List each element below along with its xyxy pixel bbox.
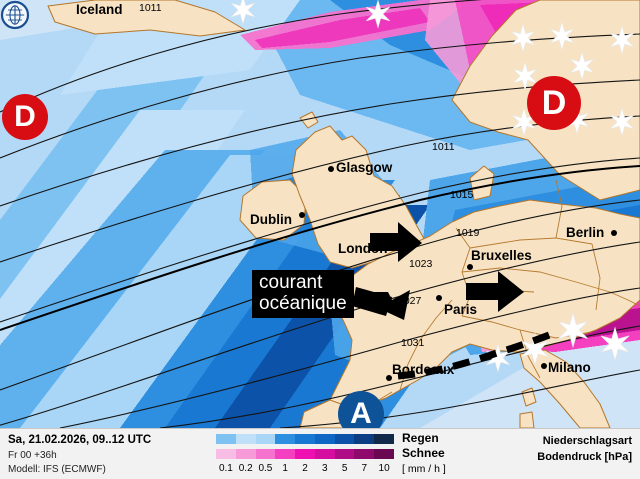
country-borders bbox=[347, 179, 640, 413]
city-label: Bordeaux bbox=[392, 362, 455, 377]
legend: Regen Schnee 0.1 0.2 0.5 1 2 bbox=[216, 431, 486, 476]
footer-metadata: Sa, 21.02.2026, 09..12 UTC Fr 00 +36h Mo… bbox=[8, 433, 151, 478]
high-pressure-marker: A bbox=[338, 391, 384, 428]
city-label: Paris bbox=[444, 302, 478, 317]
city-label: Dublin bbox=[250, 212, 292, 227]
legend-unit-label: [ mm / h ] bbox=[402, 463, 446, 475]
legend-tick: 7 bbox=[361, 463, 368, 474]
legend-tick: 0.1 bbox=[218, 463, 233, 474]
isobar-trough bbox=[0, 165, 640, 331]
legend-tick: 5 bbox=[341, 463, 348, 474]
city-dot bbox=[328, 166, 334, 172]
city-dot bbox=[467, 264, 473, 270]
rain-colorbar bbox=[216, 434, 395, 444]
weather-map[interactable]: Iceland Glasgow Dublin London Bruxelles … bbox=[0, 0, 640, 428]
city-dot bbox=[611, 230, 617, 236]
isobar-layer bbox=[0, 0, 640, 428]
isobar-label: 1019 bbox=[456, 227, 480, 239]
city-label: Bruxelles bbox=[471, 248, 532, 263]
city-dot bbox=[541, 363, 547, 369]
rain-legend-label: Regen bbox=[402, 431, 439, 445]
isobar-label: 1011 bbox=[432, 141, 455, 153]
isobar-label: 1027 bbox=[398, 295, 422, 307]
annotation-courant-oceanique: courant océanique bbox=[252, 270, 354, 319]
snowflake-symbols bbox=[231, 0, 634, 373]
legend-tick: 2 bbox=[302, 463, 308, 474]
isobar-label: 1023 bbox=[409, 258, 433, 270]
legend-tick: 10 bbox=[378, 463, 390, 474]
city-label: Milano bbox=[548, 360, 591, 375]
city-dot bbox=[436, 295, 442, 301]
footer-title: Niederschlagsart Bodendruck [hPa] bbox=[537, 434, 632, 466]
city-dot bbox=[299, 212, 305, 218]
footer-bar: Sa, 21.02.2026, 09..12 UTC Fr 00 +36h Mo… bbox=[0, 428, 640, 479]
valid-time-text: Sa, 21.02.2026, 09..12 UTC bbox=[8, 434, 152, 446]
footer-title-line-2: Bodendruck [hPa] bbox=[537, 450, 632, 463]
model-name-text: Modell: IFS (ECMWF) bbox=[8, 464, 106, 476]
snow-colorbar bbox=[216, 449, 395, 459]
map-canvas bbox=[0, 0, 640, 428]
annotation-line-1: courant bbox=[259, 272, 323, 293]
legend-row-snow: Schnee bbox=[216, 446, 486, 461]
legend-tick: 0.5 bbox=[258, 463, 273, 474]
legend-tick-labels: 0.1 0.2 0.5 1 2 3 5 7 10 bbox=[216, 463, 394, 476]
city-label: Glasgow bbox=[336, 160, 393, 175]
model-run-text: Fr 00 +36h bbox=[8, 449, 57, 461]
city-dot bbox=[395, 240, 401, 246]
dashed-front-line bbox=[397, 330, 554, 380]
isobar-label: 1031 bbox=[401, 337, 425, 349]
legend-row-rain: Regen bbox=[216, 431, 486, 446]
isobar-label: 1011 bbox=[139, 2, 162, 14]
low-pressure-marker-west: D bbox=[2, 94, 48, 140]
footer-title-line-1: Niederschlagsart bbox=[542, 435, 632, 447]
city-label: Iceland bbox=[76, 2, 123, 17]
city-dot bbox=[386, 375, 392, 381]
snow-legend-label: Schnee bbox=[402, 446, 445, 460]
legend-tick: 3 bbox=[322, 463, 328, 474]
legend-tick: 1 bbox=[282, 463, 288, 474]
city-label: Berlin bbox=[566, 225, 605, 240]
city-label: London bbox=[338, 241, 388, 256]
globe-meridian-icon[interactable] bbox=[0, 0, 30, 30]
isobar-label: 1015 bbox=[450, 189, 474, 201]
low-pressure-marker-east: D bbox=[527, 76, 581, 130]
annotation-line-2: océanique bbox=[259, 292, 347, 314]
legend-tick: 0.2 bbox=[238, 463, 253, 474]
